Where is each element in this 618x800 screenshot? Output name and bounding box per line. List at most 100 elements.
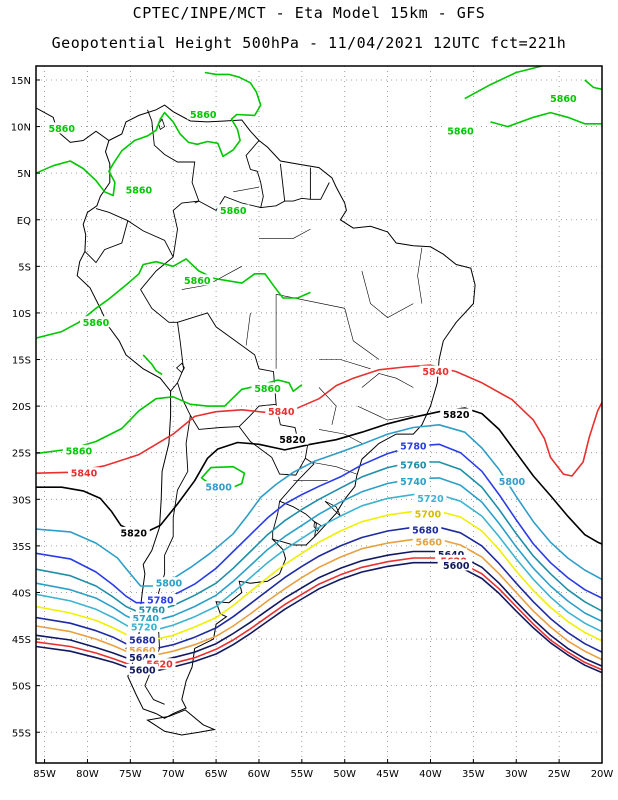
contour-label: 5860 <box>190 110 217 121</box>
contour-label-bg <box>45 122 78 134</box>
contour-label: 5780 <box>400 442 427 453</box>
contour-label-bg <box>397 458 430 470</box>
contour-label-bg <box>129 612 162 624</box>
contour-label: 5740 <box>400 477 427 488</box>
contour-label: 5800 <box>499 477 526 488</box>
lat-tick-label: 25S <box>12 449 31 460</box>
contour-label: 5660 <box>416 538 443 549</box>
contour-label: 5860 <box>184 276 211 287</box>
map-frame <box>35 65 603 764</box>
contour-label-bg <box>444 125 477 137</box>
contour-label-bg <box>122 183 155 195</box>
lat-tick-label: 15S <box>12 356 31 367</box>
contour-label-bg <box>126 663 159 675</box>
lat-tick-label: 50S <box>12 682 31 693</box>
contour-5860 <box>490 111 602 128</box>
contour-label-bg <box>126 644 159 656</box>
lon-tick-label: 20W <box>591 769 614 780</box>
contour-label-bg <box>181 274 214 286</box>
state-border <box>361 270 414 318</box>
contour-label-bg <box>80 316 113 328</box>
country-border <box>147 109 200 204</box>
lat-tick-label: 20S <box>12 402 31 413</box>
contour-5860 <box>142 354 163 376</box>
lon-tick-label: 85W <box>33 769 56 780</box>
contour-5860 <box>36 71 262 197</box>
lon-tick-label: 40W <box>419 769 442 780</box>
contour-label: 5600 <box>443 561 470 572</box>
lon-tick-label: 30W <box>505 769 528 780</box>
contour-label: 5840 <box>71 469 98 480</box>
state-border <box>318 429 363 444</box>
lat-tick-label: 5N <box>17 169 31 180</box>
contour-label: 5740 <box>133 614 160 625</box>
contour-label-bg <box>126 651 159 663</box>
state-border <box>417 247 423 304</box>
contour-label: 5800 <box>156 579 183 590</box>
contour-label-bg <box>152 577 185 589</box>
contour-label: 5780 <box>147 595 174 606</box>
contour-label: 5760 <box>400 460 427 471</box>
contour-label-bg <box>440 408 473 420</box>
contour-label: 5840 <box>422 367 449 378</box>
contour-label: 5620 <box>146 660 173 671</box>
lat-tick-label: 15N <box>11 76 31 87</box>
contour-label: 5640 <box>129 653 156 664</box>
contour-5760 <box>36 461 602 612</box>
contour-label: 5800 <box>205 483 232 494</box>
contour-label-bg <box>412 536 445 548</box>
contour-label-bg <box>397 440 430 452</box>
contour-label-bg <box>265 405 298 417</box>
contour-5860 <box>584 79 602 91</box>
lon-tick-label: 75W <box>119 769 142 780</box>
lon-tick-label: 60W <box>248 769 271 780</box>
contour-label-bg <box>435 548 468 560</box>
contour-label-bg <box>187 108 220 120</box>
contour-label: 5700 <box>415 510 442 521</box>
lon-tick-label: 65W <box>205 769 228 780</box>
contour-label-bg <box>251 382 284 394</box>
lake <box>313 521 322 532</box>
contour-label-bg <box>409 524 442 536</box>
contour-label-bg <box>547 92 580 104</box>
contour-5860 <box>36 258 311 339</box>
contour-label: 5860 <box>254 384 281 395</box>
contour-label: 5720 <box>131 622 158 633</box>
lat-tick-label: 40S <box>12 588 31 599</box>
contour-5840 <box>36 364 602 477</box>
contour-label-bg <box>202 481 235 493</box>
lake <box>175 362 185 374</box>
contour-label: 5720 <box>417 494 444 505</box>
contour-label: 5860 <box>83 318 110 329</box>
country-border <box>95 208 174 258</box>
country-border <box>279 500 317 537</box>
state-border <box>361 373 414 388</box>
axes-labels: 15N 10N 5N EQ 5S 10S 15S 20S 25S 30S 35S 40S 45S 50S 5… <box>11 76 614 780</box>
contour-label-bg <box>411 508 444 520</box>
contour-label: 5600 <box>129 665 156 676</box>
contour-5800 <box>36 424 602 587</box>
contour-label-bg <box>126 634 159 645</box>
state-border <box>245 312 251 346</box>
lon-tick-label: 35W <box>462 769 485 780</box>
contour-label: 5820 <box>443 410 470 421</box>
contour-label: 5860 <box>447 127 474 138</box>
lat-tick-label: 30S <box>12 495 31 506</box>
state-border <box>233 186 260 193</box>
contour-label-bg <box>276 433 309 445</box>
lon-tick-label: 25W <box>548 769 571 780</box>
contour-label-bg <box>128 620 161 632</box>
country-border <box>245 140 330 209</box>
lon-tick-label: 70W <box>162 769 185 780</box>
lat-tick-label: 55S <box>12 728 31 739</box>
contour-5820 <box>36 407 602 545</box>
contour-5780 <box>36 443 602 604</box>
lat-tick-label: 35S <box>12 542 31 553</box>
contour-label-bg <box>117 526 150 538</box>
lake <box>158 118 166 131</box>
contour-label: 5820 <box>121 528 148 539</box>
contour-label: 5860 <box>220 206 247 217</box>
chart-subtitle: Geopotential Height 500hPa - 11/04/2021 … <box>51 34 567 52</box>
lon-tick-label: 80W <box>76 769 99 780</box>
